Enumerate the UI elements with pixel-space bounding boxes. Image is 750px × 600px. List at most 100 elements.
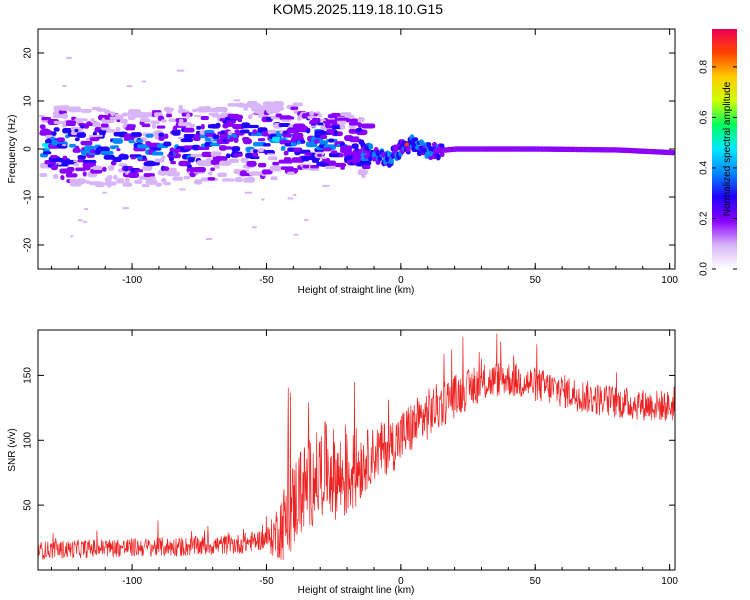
spectrogram-cell xyxy=(227,103,240,107)
spectrogram-cell xyxy=(287,197,294,200)
spectrogram-cell xyxy=(92,121,101,128)
spectrogram-cell xyxy=(347,150,354,156)
figure-title: KOM5.2025.119.18.10.G15 xyxy=(273,1,443,17)
spectrogram-cell xyxy=(292,193,297,196)
spectrogram-cell xyxy=(69,110,78,113)
spectrogram-cell xyxy=(338,153,344,158)
spectrogram-cell xyxy=(136,156,143,160)
spectrogram-cell xyxy=(149,176,156,180)
spectrogram-cell xyxy=(349,138,362,143)
spectrogram-cell xyxy=(102,166,107,172)
spectrogram-cell xyxy=(100,151,114,155)
spectrogram-cell xyxy=(61,123,67,128)
spectrogram-cell xyxy=(276,102,281,107)
spectrogram-x-tick-label: 100 xyxy=(661,275,678,286)
spectrogram-cell xyxy=(200,106,206,112)
snr-y-tick-label: 50 xyxy=(23,499,34,511)
spectrogram-cell xyxy=(130,132,142,138)
spectrogram-cell xyxy=(160,119,167,123)
spectrogram-cell xyxy=(281,116,295,120)
spectrogram-cell xyxy=(56,137,66,143)
spectrogram-cell xyxy=(118,163,128,167)
colorbar-tick-label: 0.2 xyxy=(699,211,710,225)
spectrogram-cell xyxy=(244,191,253,194)
spectrogram-cell xyxy=(89,135,97,138)
spectrogram-cell xyxy=(210,138,214,141)
spectrogram-cell xyxy=(207,177,216,181)
spectrogram-cell xyxy=(328,160,337,166)
spectrogram-cell xyxy=(357,122,363,129)
spectrogram-cell xyxy=(225,153,231,159)
spectrogram-cell xyxy=(432,141,438,148)
spectrogram-y-tick-label: -20 xyxy=(23,237,34,252)
spectrogram-cell xyxy=(106,175,113,180)
spectrogram-cell xyxy=(82,220,88,223)
spectrogram-cell xyxy=(58,110,67,115)
spectrogram-cell xyxy=(249,156,260,160)
spectrogram-cell xyxy=(149,161,160,166)
snr-x-tick-label: -50 xyxy=(259,576,274,587)
spectrogram-cell xyxy=(62,84,67,87)
spectrogram-cell xyxy=(73,160,78,163)
spectrogram-cell xyxy=(168,156,174,162)
spectrogram-cell xyxy=(90,118,96,124)
spectrogram-cell xyxy=(305,128,311,134)
spectrogram-cell xyxy=(388,158,394,165)
spectrogram-cell xyxy=(242,136,250,142)
spectrogram-cell xyxy=(309,111,315,116)
spectrogram-cell xyxy=(286,128,299,134)
spectrogram-cell xyxy=(151,124,157,129)
spectrogram-cell xyxy=(267,129,278,135)
spectrogram-cell xyxy=(261,169,273,175)
spectrogram-cell xyxy=(60,175,65,181)
spectrogram-cell xyxy=(229,136,234,143)
spectrogram-cell xyxy=(42,151,52,155)
spectrogram-cell xyxy=(61,113,69,120)
spectrogram-cell xyxy=(143,173,155,177)
spectrogram-cell xyxy=(200,177,210,182)
spectrogram-cell xyxy=(115,126,121,133)
spectrogram-cell xyxy=(59,105,71,111)
spectrogram-cell xyxy=(72,147,81,153)
spectrogram-cell xyxy=(150,120,160,125)
spectrogram-cell xyxy=(296,140,301,145)
colorbar-tick-label: 0.0 xyxy=(699,262,710,276)
spectrogram-cell xyxy=(334,162,347,168)
spectrogram-cell xyxy=(41,116,52,121)
colorbar-ticks: 0.0 0.2 0.4 0.6 0.8 xyxy=(699,60,737,276)
spectrogram-cell xyxy=(322,157,331,163)
spectrogram-cell xyxy=(214,164,221,169)
snr-x-ticks: -100 -50 0 50 100 xyxy=(50,330,678,587)
spectrogram-cell xyxy=(141,80,147,83)
spectrogram-cell xyxy=(212,134,220,139)
spectrogram-cell xyxy=(126,85,133,88)
spectrogram-cell xyxy=(260,198,265,201)
spectrogram-cell xyxy=(178,122,192,127)
spectrogram-cell xyxy=(66,56,72,59)
spectrogram-cell xyxy=(122,207,130,210)
snr-frame xyxy=(37,329,676,571)
spectrogram-cell xyxy=(140,114,145,117)
spectrogram-cell xyxy=(94,181,106,188)
spectrogram-cell xyxy=(77,154,87,160)
spectrogram-cell xyxy=(51,131,57,136)
spectrogram-cell xyxy=(311,158,320,163)
spectrogram-cell xyxy=(50,136,55,141)
spectrogram-cell xyxy=(426,142,432,148)
spectrogram-cell xyxy=(237,118,243,123)
spectrogram-cell xyxy=(305,141,318,148)
spectrogram-cell xyxy=(368,143,374,150)
spectrogram-cell xyxy=(331,125,336,130)
spectrogram-cell xyxy=(140,117,149,122)
spectrogram-cell xyxy=(257,138,266,142)
snr-y-tick-label: 150 xyxy=(23,367,34,384)
spectrogram-cell xyxy=(361,165,371,169)
spectrogram-cell xyxy=(246,176,256,183)
spectrogram-cell xyxy=(178,118,184,123)
spectrogram-cell xyxy=(320,157,327,160)
spectrogram-cell xyxy=(100,123,109,128)
spectrogram-cell xyxy=(322,184,330,187)
spectrogram-cell xyxy=(287,171,295,175)
spectrogram-cell xyxy=(42,128,50,133)
